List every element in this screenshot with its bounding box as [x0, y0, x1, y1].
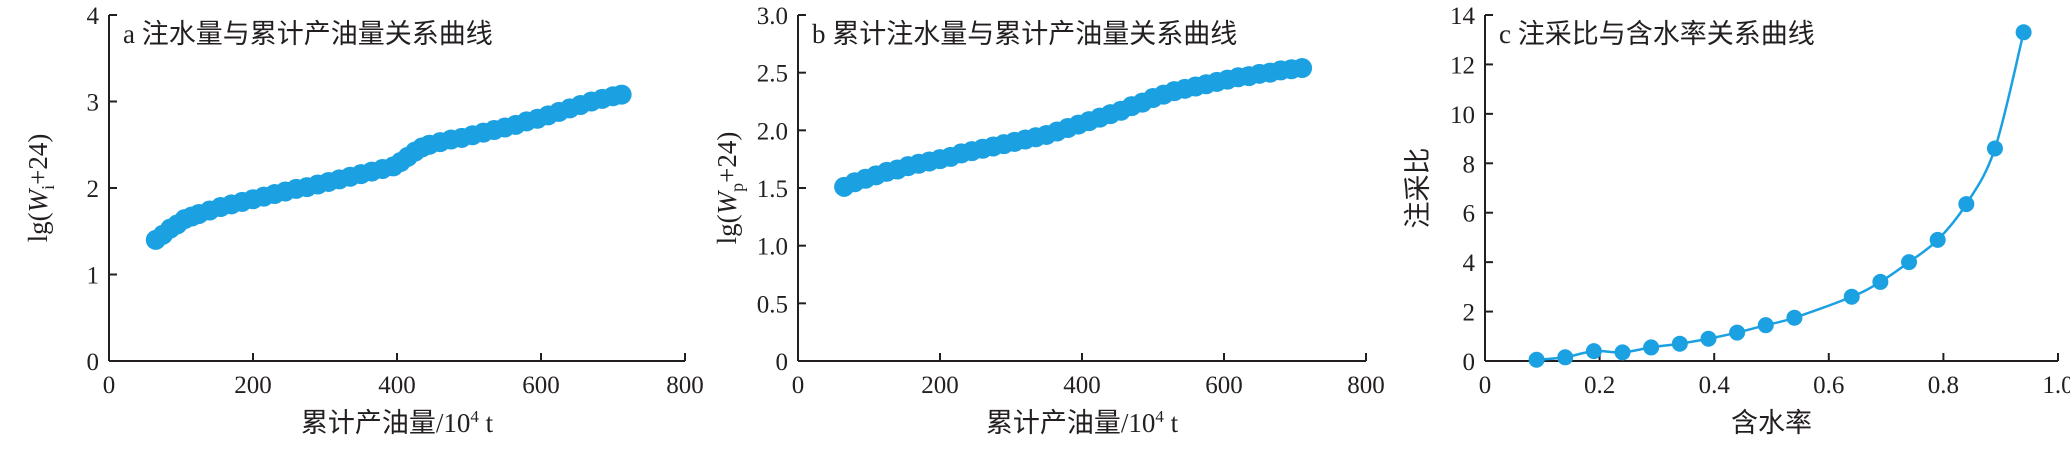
- x-tick-label: 1.0: [2042, 372, 2070, 399]
- x-tick-label: 200: [234, 372, 272, 399]
- data-point: [1872, 273, 1889, 290]
- data-point: [611, 84, 632, 105]
- y-axis-title: 注采比: [1403, 148, 1433, 229]
- y-tick-label: 1: [87, 263, 100, 290]
- fit-curve: [1536, 32, 2025, 362]
- y-tick-label: 1.0: [757, 234, 788, 261]
- y-tick-label: 0: [1463, 349, 1476, 376]
- chart-panel-2: 0 200 400 600 800 0 0.5 1.0 1.5 2.0 2.5 3.0 累计产油量/10…: [712, 3, 1385, 438]
- x-tick-label: 200: [921, 372, 959, 399]
- y-tick-label: 0: [87, 349, 100, 376]
- y-axis-title: lg(Wp+24): [712, 132, 747, 245]
- data-point: [1614, 344, 1631, 361]
- x-tick-label: 0: [103, 372, 116, 399]
- x-tick-label: 600: [1205, 372, 1243, 399]
- data-point: [1671, 335, 1688, 352]
- data-point: [1786, 309, 1803, 326]
- y-tick-label: 2.5: [757, 61, 788, 88]
- y-tick-label: 0: [776, 349, 789, 376]
- data-point: [1901, 254, 1918, 271]
- chart-panel-1: 0 200 400 600 800 0 1 2 3 4 累计产油量/104 t lg(Wi+24) a …: [23, 3, 704, 438]
- data-point: [1557, 349, 1574, 366]
- y-tick-label: 2.0: [757, 118, 788, 145]
- y-tick-label: 10: [1450, 102, 1475, 129]
- y-tick-label: 0.5: [757, 291, 788, 318]
- chart-panel-3: 0 0.2 0.4 0.6 0.8 1.0 0 2 4 6 8 10 12 14 含水率 注采比 c 注采比与含…: [1403, 3, 2070, 438]
- data-point: [1643, 339, 1660, 356]
- panel-title: a 注水量与累计产油量关系曲线: [123, 19, 493, 49]
- y-tick-label: 4: [87, 3, 100, 30]
- data-point: [1757, 317, 1774, 334]
- data-point: [1986, 140, 2003, 157]
- y-tick-label: 4: [1463, 250, 1476, 277]
- y-tick-label: 2: [87, 176, 100, 203]
- data-point: [1585, 343, 1602, 360]
- data-point: [1292, 58, 1313, 79]
- x-tick-label: 400: [1063, 372, 1101, 399]
- y-tick-label: 6: [1463, 201, 1476, 228]
- data-point: [1700, 330, 1717, 347]
- data-point: [1729, 324, 1746, 341]
- data-point: [2015, 24, 2032, 41]
- data-point: [1958, 196, 1975, 213]
- y-tick-label: 3: [87, 90, 100, 117]
- y-tick-label: 8: [1463, 151, 1476, 178]
- x-tick-label: 800: [666, 372, 704, 399]
- x-tick-label: 400: [378, 372, 416, 399]
- data-point: [1843, 288, 1860, 305]
- x-axis-title: 含水率: [1731, 408, 1812, 438]
- x-tick-label: 0.4: [1699, 372, 1731, 399]
- y-tick-label: 1.5: [757, 176, 788, 203]
- panel-title: b 累计注水量与累计产油量关系曲线: [812, 19, 1237, 49]
- y-tick-label: 14: [1450, 3, 1476, 30]
- y-axis-title: lg(Wi+24): [23, 134, 58, 243]
- x-tick-label: 0: [1479, 372, 1492, 399]
- x-tick-label: 0.2: [1584, 372, 1615, 399]
- x-tick-label: 800: [1347, 372, 1385, 399]
- x-tick-label: 0: [792, 372, 805, 399]
- y-tick-label: 2: [1463, 300, 1476, 327]
- data-point: [1528, 351, 1545, 368]
- data-point: [1929, 231, 1946, 248]
- x-axis-title: 累计产油量/104 t: [301, 407, 494, 438]
- y-tick-label: 3.0: [757, 3, 788, 30]
- x-tick-label: 600: [522, 372, 560, 399]
- y-tick-label: 12: [1450, 52, 1475, 79]
- x-tick-label: 0.8: [1928, 372, 1959, 399]
- panel-title: c 注采比与含水率关系曲线: [1499, 19, 1815, 49]
- x-axis-title: 累计产油量/104 t: [986, 407, 1179, 438]
- x-tick-label: 0.6: [1813, 372, 1844, 399]
